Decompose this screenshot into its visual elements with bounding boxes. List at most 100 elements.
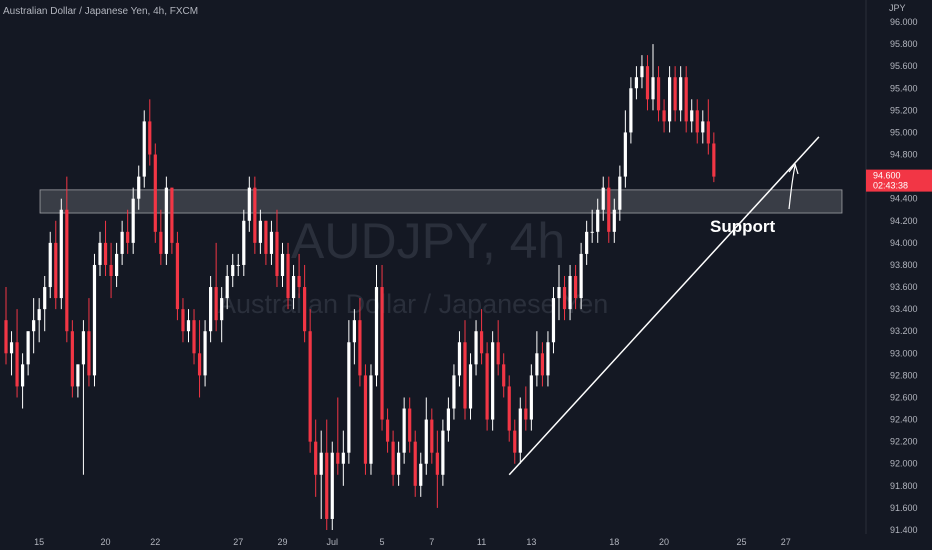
candle <box>413 430 417 497</box>
candle-body <box>402 408 406 453</box>
candle-body <box>712 143 716 177</box>
candle <box>479 309 484 365</box>
y-tick-label: 95.000 <box>890 127 918 137</box>
candle-body <box>679 77 683 111</box>
candle-body <box>286 253 290 299</box>
candle <box>258 209 262 254</box>
candle <box>9 331 14 376</box>
x-tick-label: 20 <box>101 537 111 547</box>
candle <box>468 353 473 420</box>
candle-body <box>573 276 578 299</box>
candle <box>363 364 368 475</box>
candle <box>197 320 202 398</box>
x-tick-label: 13 <box>526 537 536 547</box>
candle-body <box>618 176 622 210</box>
candle-body <box>142 121 146 177</box>
candle <box>120 220 124 265</box>
candle-body <box>148 121 152 155</box>
candle <box>535 331 539 387</box>
y-tick-label: 95.200 <box>890 105 918 115</box>
candle-body <box>701 121 705 133</box>
y-tick-label: 95.400 <box>890 83 918 93</box>
candle-body <box>164 187 168 254</box>
candle-body <box>557 287 561 299</box>
price-axis[interactable] <box>866 0 932 534</box>
candle-body <box>192 320 196 354</box>
candle <box>712 132 716 183</box>
x-tick-label: 7 <box>429 537 434 547</box>
candle <box>308 309 312 453</box>
candle <box>601 176 605 221</box>
candle <box>291 264 296 310</box>
candle <box>242 209 246 276</box>
candle <box>92 253 97 387</box>
candle-body <box>214 287 218 321</box>
time-axis[interactable] <box>0 534 932 550</box>
candle-body <box>43 287 47 310</box>
candle <box>126 209 130 254</box>
candle <box>380 264 384 431</box>
candle-body <box>225 276 229 299</box>
candle <box>170 187 174 254</box>
support-label: Support <box>710 217 775 236</box>
candle <box>590 209 594 243</box>
candle <box>496 320 500 376</box>
candle-body <box>37 309 41 321</box>
candle-body <box>20 364 25 387</box>
y-tick-label: 93.600 <box>890 282 918 292</box>
candle <box>20 353 25 409</box>
candle-body <box>126 231 130 243</box>
candle <box>264 220 268 265</box>
candle <box>314 419 318 497</box>
candle <box>640 55 644 89</box>
candle-body <box>115 253 119 276</box>
candle <box>579 242 583 310</box>
candle <box>695 99 699 144</box>
candle <box>513 419 517 464</box>
candle-body <box>590 231 594 233</box>
candle-body <box>209 287 213 332</box>
candle-body <box>634 77 639 89</box>
candle-body <box>452 375 456 409</box>
candle-body <box>419 463 423 486</box>
candle <box>203 320 207 387</box>
candle <box>656 66 661 122</box>
candle-body <box>623 132 627 177</box>
candle-body <box>32 320 36 332</box>
candle <box>374 264 379 387</box>
candle-body <box>585 231 589 254</box>
candle-body <box>70 331 74 387</box>
candle-body <box>186 320 191 332</box>
candle <box>76 364 80 398</box>
candle-body <box>9 342 14 354</box>
candle-body <box>291 276 296 299</box>
candle <box>474 320 478 376</box>
candle <box>441 419 445 486</box>
candle-body <box>601 187 605 210</box>
candle-body <box>562 287 567 310</box>
x-tick-label: 29 <box>277 537 287 547</box>
price-tag-countdown: 02:43:38 <box>873 181 908 191</box>
candle <box>430 408 434 464</box>
candle <box>502 353 506 398</box>
candle-body <box>330 452 334 519</box>
candle <box>679 66 683 122</box>
candle <box>668 66 672 133</box>
candle-body <box>275 231 279 276</box>
trendline-layer <box>508 136 820 476</box>
candle <box>701 110 705 144</box>
candle <box>618 165 622 221</box>
candle-body <box>363 375 368 464</box>
candle-body <box>369 375 373 464</box>
candle-body <box>175 242 180 310</box>
candle <box>662 99 666 133</box>
candle <box>369 364 373 475</box>
candle <box>209 276 213 343</box>
candle-body <box>258 220 262 243</box>
candle-body <box>568 276 572 310</box>
candle-body <box>220 298 224 321</box>
candle <box>551 287 556 354</box>
candle-body <box>391 441 395 475</box>
candle <box>645 55 650 111</box>
